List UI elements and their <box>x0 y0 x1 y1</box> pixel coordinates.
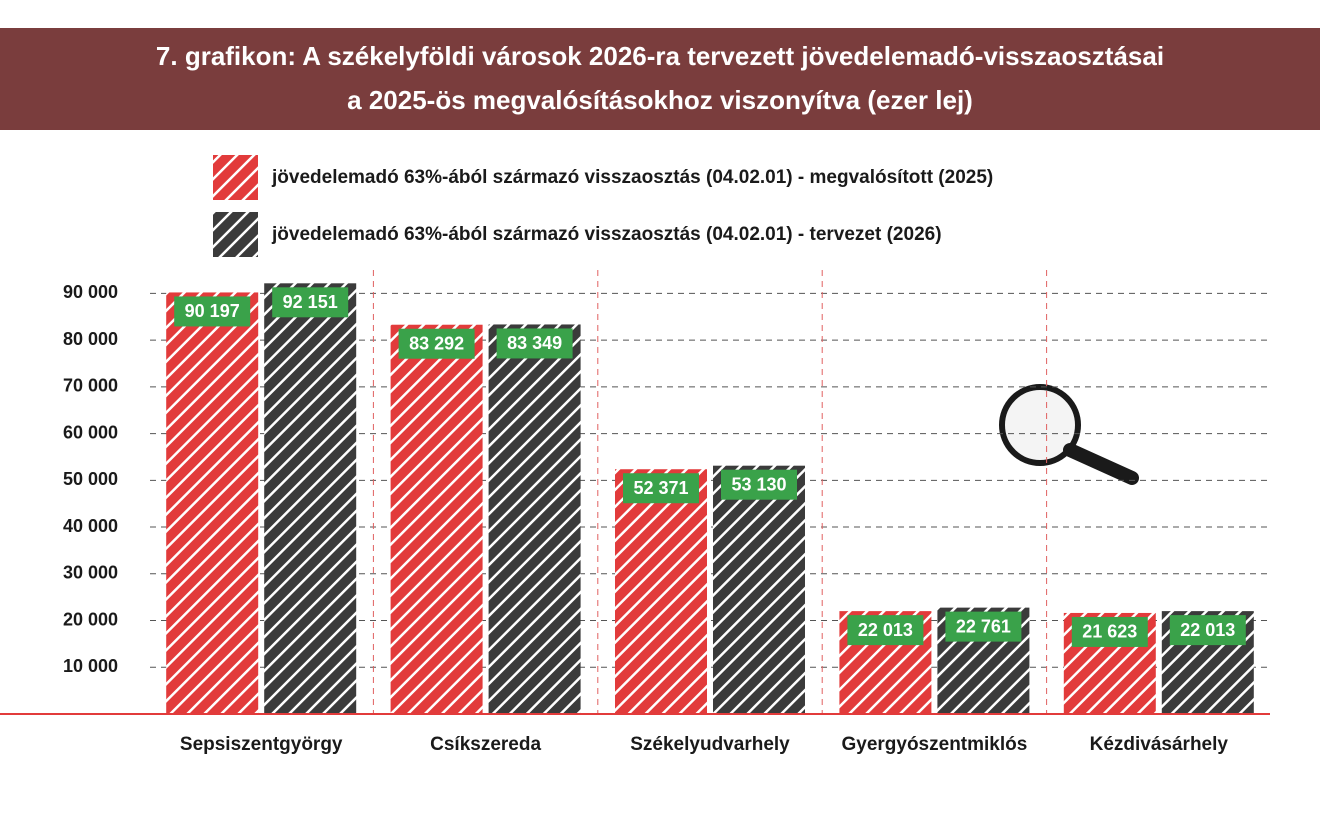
value-label: 83 349 <box>507 333 562 353</box>
y-tick-label: 30 000 <box>63 563 118 583</box>
value-label: 21 623 <box>1082 622 1137 642</box>
x-tick-label: Székelyudvarhely <box>630 734 790 755</box>
value-label: 83 292 <box>409 333 464 353</box>
chart-title: a 2025-ös megvalósításokhoz viszonyítva … <box>347 85 973 115</box>
x-tick-label: Kézdivásárhely <box>1090 734 1229 755</box>
legend-label: jövedelemadó 63%-ából származó visszaosz… <box>271 167 993 188</box>
y-tick-label: 10 000 <box>63 656 118 676</box>
value-label-box <box>174 296 251 327</box>
bar <box>390 324 483 714</box>
value-label: 52 371 <box>633 478 688 498</box>
value-label: 22 761 <box>956 616 1011 636</box>
value-label-box <box>721 469 797 500</box>
value-label-box <box>1169 615 1246 646</box>
title-band <box>0 28 1320 130</box>
bar <box>488 324 581 714</box>
y-tick-label: 80 000 <box>63 329 118 349</box>
x-tick-label: Sepsiszentgyörgy <box>180 734 343 755</box>
y-tick-label: 70 000 <box>63 376 118 396</box>
y-tick-label: 20 000 <box>63 609 118 629</box>
bar <box>615 469 707 714</box>
value-label-box <box>945 611 1022 642</box>
value-label: 22 013 <box>1180 620 1235 640</box>
bar <box>713 465 805 714</box>
value-label-box <box>847 615 924 646</box>
y-tick-label: 60 000 <box>63 422 118 442</box>
x-tick-label: Csíkszereda <box>430 734 541 755</box>
value-label: 90 197 <box>185 301 240 321</box>
value-label-box <box>398 328 475 359</box>
y-tick-label: 50 000 <box>63 469 118 489</box>
magnifier <box>999 384 1139 485</box>
value-label-box <box>623 473 699 504</box>
value-label: 92 151 <box>283 292 338 312</box>
y-tick-label: 90 000 <box>63 282 118 302</box>
x-tick-label: Gyergyószentmiklós <box>841 734 1027 755</box>
chart-title: 7. grafikon: A székelyföldi városok 2026… <box>156 41 1164 71</box>
value-label-box <box>272 287 349 318</box>
bar <box>264 283 357 714</box>
legend-swatch <box>213 155 258 200</box>
legend-swatch <box>213 212 258 257</box>
legend-label: jövedelemadó 63%-ából származó visszaosz… <box>271 224 942 245</box>
value-label: 53 130 <box>731 474 786 494</box>
y-tick-label: 40 000 <box>63 516 118 536</box>
value-label-box <box>496 328 573 359</box>
bar <box>166 292 259 714</box>
value-label-box <box>1071 616 1148 647</box>
value-label: 22 013 <box>858 620 913 640</box>
